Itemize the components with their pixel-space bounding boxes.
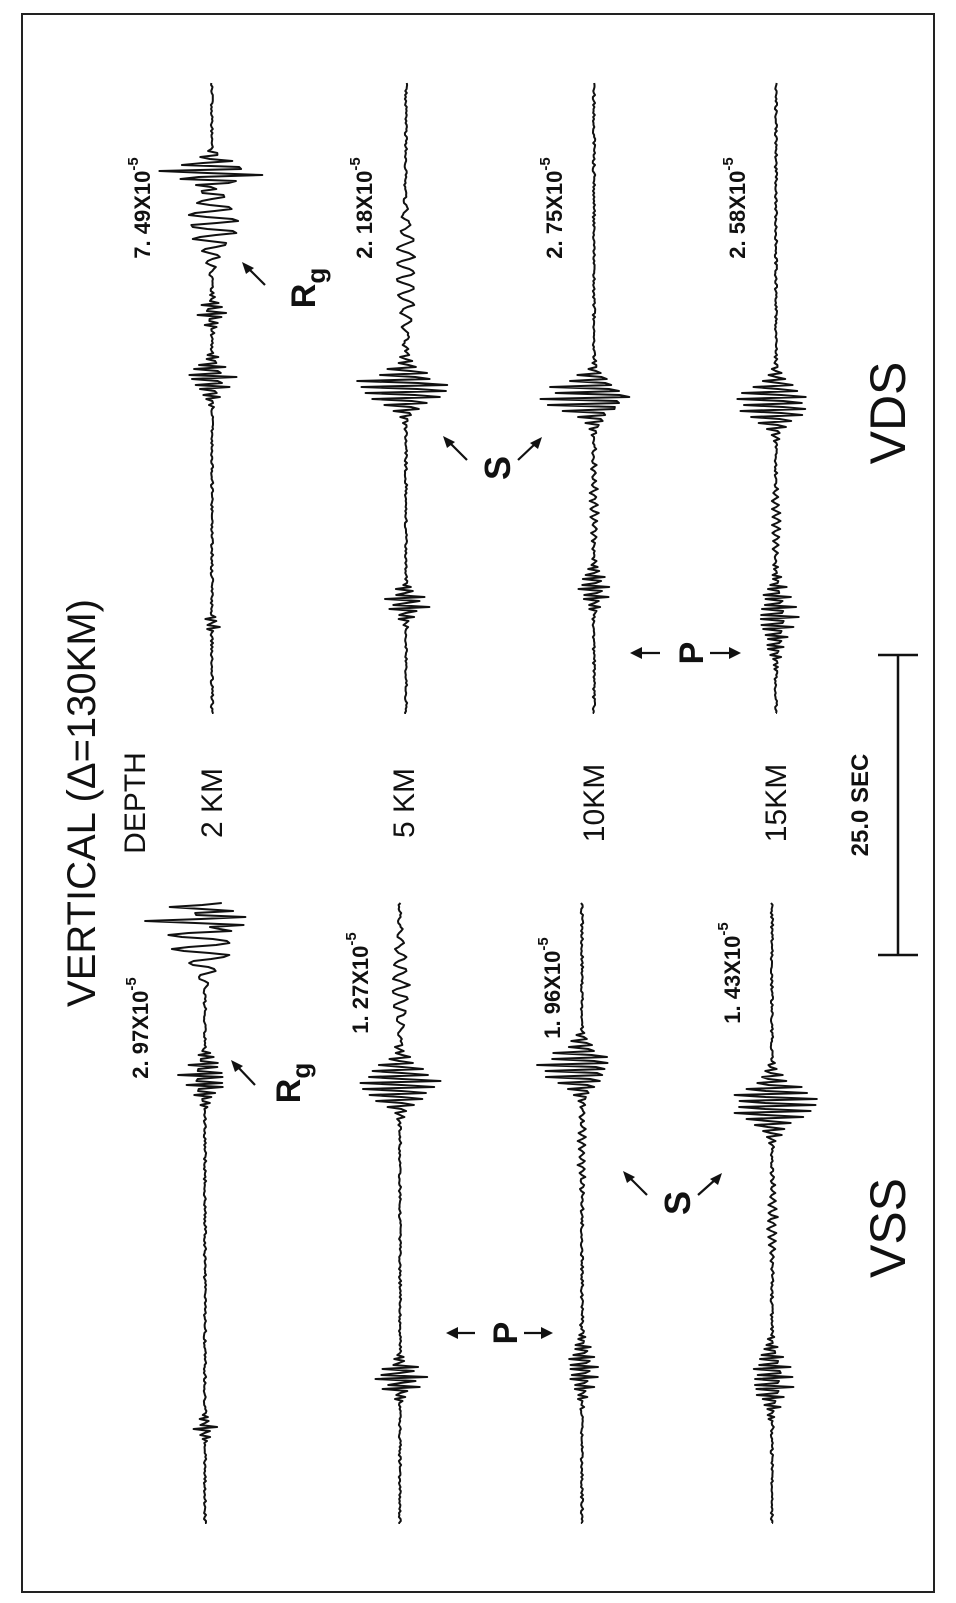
vds-amplitude-2km: 7. 49X10-5 [125, 157, 155, 258]
trace-vss-15km [733, 902, 818, 1524]
vss-amplitude-5km: 1. 27X10-5 [343, 932, 373, 1033]
trace-vss-2km [144, 902, 247, 1524]
vss-label: VSS [860, 1178, 916, 1278]
rotated-figure-content: VERTICAL (Δ=130KM) DEPTH 2 KM 5 KM 10KM … [60, 82, 918, 1524]
depth-label-2km: 2 KM [196, 768, 229, 838]
vds-amplitude-10km: 2. 75X10-5 [537, 157, 567, 258]
depth-header: DEPTH [119, 752, 152, 854]
trace-vss-10km [536, 902, 609, 1524]
s-arrows-vss [623, 1171, 722, 1196]
vds-amplitude-5km: 2. 18X10-5 [347, 157, 377, 258]
p-label-vss: P [487, 1322, 525, 1345]
figure-title: VERTICAL (Δ=130KM) [60, 599, 104, 1007]
waveform-traces [144, 82, 818, 1524]
vds-amplitude-15km: 2. 58X10-5 [720, 157, 750, 258]
depth-label-5km: 5 KM [388, 768, 421, 838]
figure-frame [21, 13, 935, 1593]
depth-label-15km: 15KM [760, 764, 793, 842]
trace-vds-15km [736, 82, 807, 714]
p-arrows-vds [630, 647, 741, 659]
time-scale-bar [878, 653, 918, 957]
p-label-vds: P [673, 642, 711, 665]
p-arrows-vss [446, 1327, 553, 1339]
vss-amplitude-10km: 1. 96X10-5 [535, 937, 565, 1038]
time-scale-label: 25.0 SEC [847, 754, 874, 857]
trace-vss-5km [359, 902, 442, 1524]
s-arrows-vds [443, 436, 542, 461]
s-label-vss: S [657, 1191, 698, 1215]
vss-amplitude-15km: 1. 43X10-5 [715, 922, 745, 1023]
s-label-vds: S [477, 456, 518, 480]
depth-label-10km: 10KM [578, 764, 611, 842]
rg-label-vss: Rg [270, 1063, 316, 1103]
rg-arrow-vds [242, 262, 266, 286]
trace-vds-5km [356, 82, 449, 714]
trace-vds-2km [158, 82, 264, 714]
vds-label: VDS [860, 362, 916, 465]
trace-vds-10km [539, 82, 631, 714]
vss-amplitude-2km: 2. 97X10-5 [123, 977, 153, 1078]
rg-arrow-vss [231, 1060, 256, 1086]
rg-label-vds: Rg [285, 268, 331, 308]
